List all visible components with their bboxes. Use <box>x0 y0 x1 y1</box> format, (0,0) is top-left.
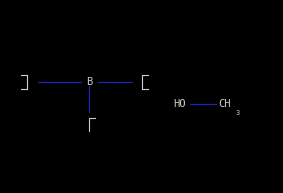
Text: B: B <box>86 77 92 87</box>
Text: 3: 3 <box>235 110 240 116</box>
Text: HO: HO <box>173 99 186 109</box>
Text: CH: CH <box>219 99 231 109</box>
